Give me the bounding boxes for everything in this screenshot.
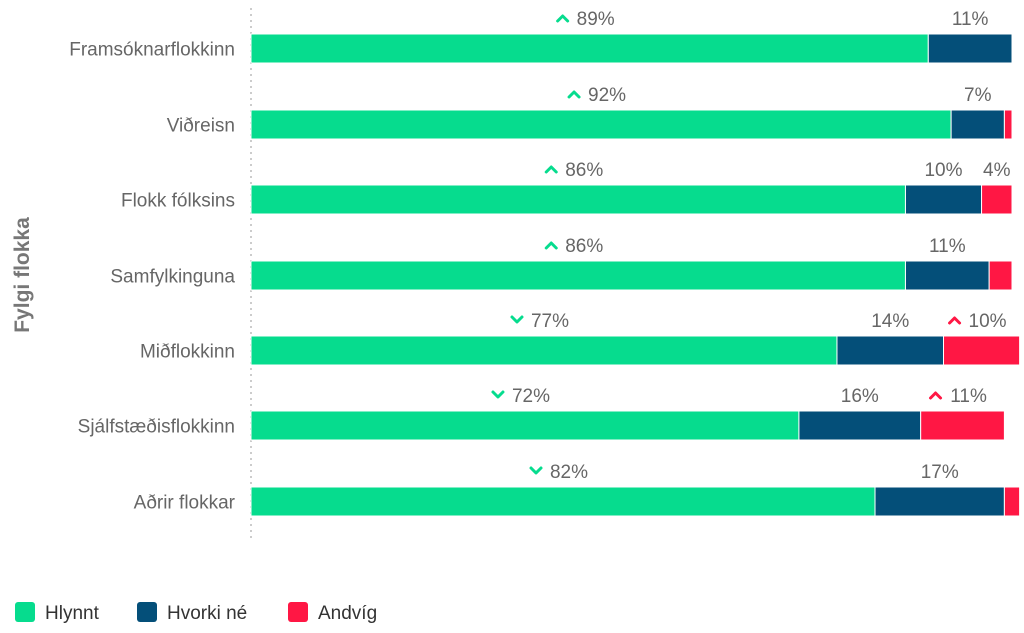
bar-andv-g-6 [920, 410, 1005, 441]
data-label: 16% [841, 386, 879, 407]
data-label: 10% [924, 160, 962, 181]
data-label: 82% [550, 462, 588, 483]
data-label: 92% [588, 85, 626, 106]
legend-label-andv-g: Andvíg [318, 603, 377, 624]
data-label: 17% [921, 462, 959, 483]
trend-down-icon [491, 390, 505, 399]
bar-hvorki-n-3 [904, 184, 983, 215]
trend-up-icon [929, 391, 943, 400]
bar-hlynnt-2 [250, 109, 952, 140]
bar-andv-g-4 [988, 260, 1013, 291]
data-label: 7% [964, 85, 992, 106]
legend: Hlynnt Hvorki né Andvíg [15, 602, 377, 624]
legend-label-hlynnt: Hlynnt [45, 603, 100, 624]
trend-up-icon [544, 241, 558, 250]
category-label: Framsóknarflokkinn [69, 40, 235, 61]
bar-hlynnt-6 [250, 410, 800, 441]
bar-andv-g-3 [981, 184, 1013, 215]
data-label: 14% [871, 311, 909, 332]
data-label: 4% [983, 160, 1011, 181]
category-label: Samfylkinguna [110, 267, 235, 288]
bar-hvorki-n-4 [904, 260, 990, 291]
category-label: Miðflokkinn [140, 342, 235, 363]
trend-up-icon [556, 14, 570, 23]
category-label: Viðreisn [167, 116, 235, 137]
bar-andv-g-5 [943, 335, 1021, 366]
bar-hvorki-n-7 [874, 486, 1005, 517]
legend-swatch-andv-g [288, 602, 308, 622]
trend-up-icon [948, 316, 962, 325]
bar-hlynnt-4 [250, 260, 906, 291]
legend-swatch-hlynnt [15, 602, 35, 622]
data-label: 89% [577, 9, 615, 30]
category-label: Flokk fólksins [121, 191, 235, 212]
trend-up-icon [567, 90, 581, 99]
category-label: Sjálfstæðisflokkinn [78, 417, 235, 438]
trend-down-icon [510, 315, 524, 324]
data-label: 72% [512, 386, 550, 407]
bar-andv-g-7 [1003, 486, 1021, 517]
bar-hlynnt-1 [250, 33, 929, 64]
data-label: 86% [565, 236, 603, 257]
legend-label-hvorki-n: Hvorki né [167, 603, 247, 624]
data-label: 11% [950, 386, 987, 407]
bar-hlynnt-5 [250, 335, 838, 366]
data-label: 77% [531, 311, 569, 332]
bar-hvorki-n-1 [927, 33, 1013, 64]
legend-swatch-hvorki-n [137, 602, 157, 622]
y-axis-label: Fylgi flokka [11, 217, 34, 333]
bar-hlynnt-3 [250, 184, 906, 215]
category-label: Aðrir flokkar [134, 493, 236, 514]
bars-group: Framsóknarflokkinn 89% 11% Viðreisn 92% 7% Flo… [69, 9, 1021, 517]
bar-hvorki-n-5 [836, 335, 945, 366]
bar-hlynnt-7 [250, 486, 876, 517]
data-label: 11% [929, 236, 966, 257]
bar-hvorki-n-6 [798, 410, 922, 441]
trend-down-icon [529, 466, 543, 475]
data-label: 11% [952, 9, 989, 30]
data-label: 10% [969, 311, 1007, 332]
trend-up-icon [544, 165, 558, 174]
bar-andv-g-2 [1003, 109, 1013, 140]
data-label: 86% [565, 160, 603, 181]
bar-hvorki-n-2 [950, 109, 1005, 140]
